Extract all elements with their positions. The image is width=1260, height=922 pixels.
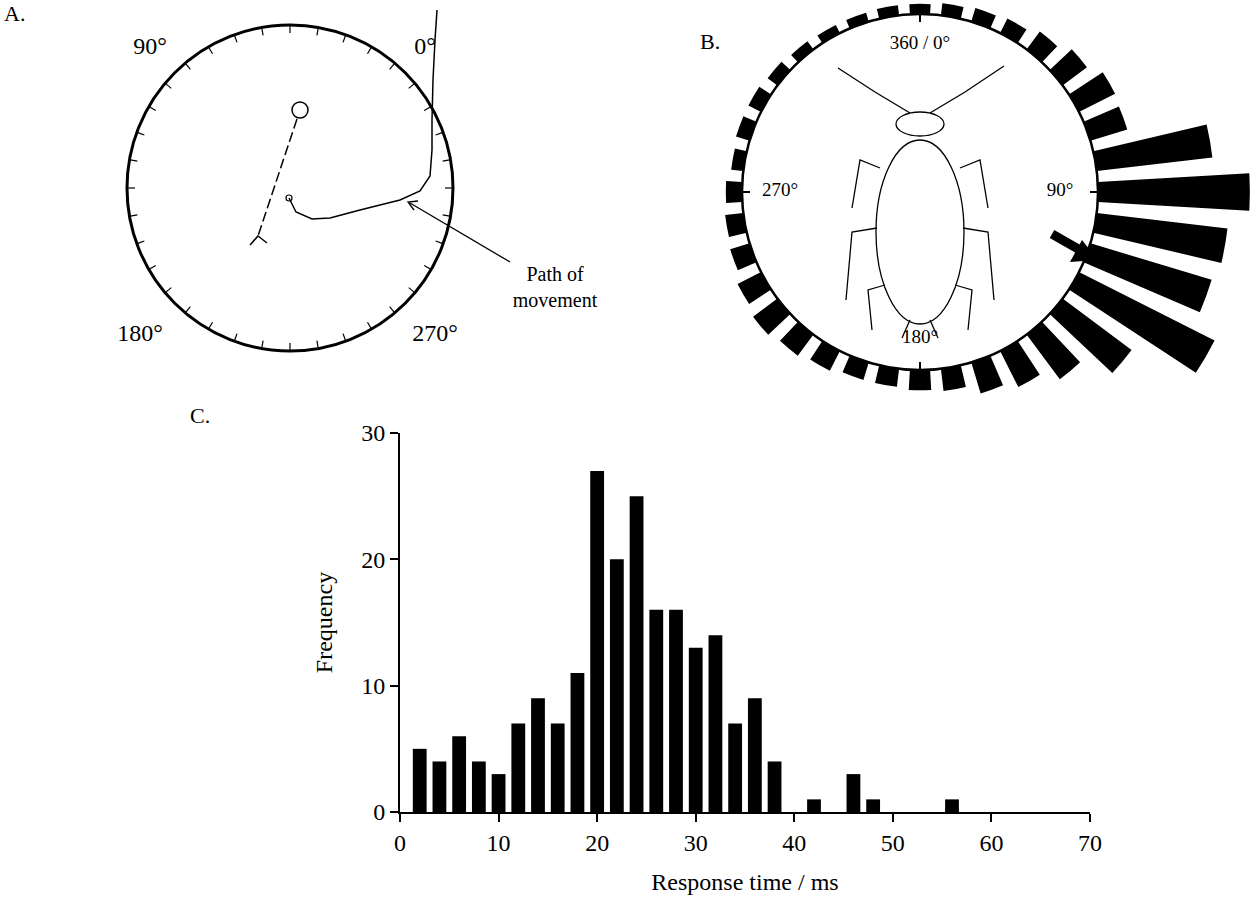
svg-text:20: 20 xyxy=(585,830,609,856)
svg-text:0°: 0° xyxy=(414,33,436,59)
svg-text:180°: 180° xyxy=(117,320,163,346)
svg-text:90°: 90° xyxy=(1047,179,1074,200)
svg-text:10: 10 xyxy=(487,830,511,856)
svg-text:360 / 0°: 360 / 0° xyxy=(890,32,950,53)
svg-text:30: 30 xyxy=(361,420,385,446)
svg-text:0: 0 xyxy=(373,799,385,825)
svg-text:10: 10 xyxy=(361,673,385,699)
svg-text:70: 70 xyxy=(1078,830,1102,856)
svg-text:Frequency: Frequency xyxy=(311,572,337,673)
svg-text:30: 30 xyxy=(684,830,708,856)
svg-text:A.: A. xyxy=(4,1,25,26)
svg-text:20: 20 xyxy=(361,547,385,573)
svg-text:90°: 90° xyxy=(133,33,167,59)
svg-text:B.: B. xyxy=(700,29,720,54)
svg-text:Response time / ms: Response time / ms xyxy=(651,869,838,895)
svg-text:movement: movement xyxy=(513,289,598,311)
svg-text:270°: 270° xyxy=(412,320,458,346)
svg-text:50: 50 xyxy=(881,830,905,856)
svg-text:270°: 270° xyxy=(762,179,798,200)
svg-text:40: 40 xyxy=(782,830,806,856)
svg-text:0: 0 xyxy=(394,830,406,856)
svg-text:C.: C. xyxy=(190,403,210,428)
svg-text:60: 60 xyxy=(979,830,1003,856)
svg-text:180°: 180° xyxy=(902,326,938,347)
svg-text:Path of: Path of xyxy=(526,263,584,285)
